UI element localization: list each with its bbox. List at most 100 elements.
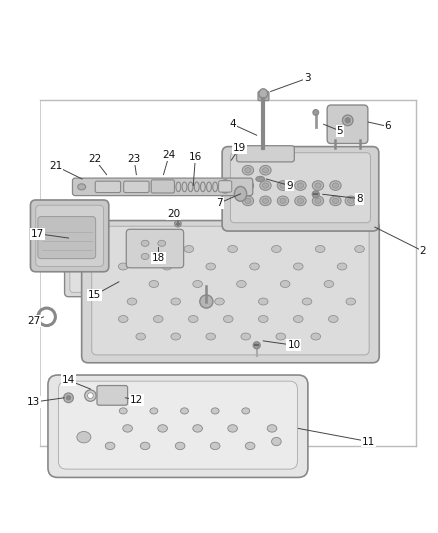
Ellipse shape [311,181,323,190]
Ellipse shape [271,246,281,253]
Ellipse shape [345,298,355,305]
Ellipse shape [258,89,267,99]
Text: 3: 3 [303,74,310,83]
Ellipse shape [267,425,276,432]
FancyBboxPatch shape [92,226,368,355]
Ellipse shape [140,442,150,450]
Ellipse shape [174,220,181,227]
Ellipse shape [314,183,320,188]
Text: 24: 24 [162,150,175,160]
Ellipse shape [244,198,251,204]
Ellipse shape [259,181,271,190]
FancyBboxPatch shape [30,200,109,272]
Ellipse shape [344,196,356,206]
Ellipse shape [279,183,286,188]
Ellipse shape [214,298,224,305]
Ellipse shape [192,280,202,287]
Ellipse shape [344,117,350,123]
Ellipse shape [87,393,93,399]
Text: 23: 23 [127,154,141,164]
Ellipse shape [244,183,251,188]
Ellipse shape [119,408,127,414]
Text: 17: 17 [31,229,44,239]
Ellipse shape [205,333,215,340]
Ellipse shape [170,333,180,340]
Ellipse shape [211,408,219,414]
Text: 9: 9 [286,181,292,190]
Ellipse shape [293,316,302,322]
FancyBboxPatch shape [126,229,183,268]
Text: 7: 7 [215,198,223,208]
Ellipse shape [240,333,250,340]
Text: 2: 2 [419,246,425,256]
Text: 18: 18 [151,253,165,263]
Ellipse shape [277,196,288,206]
Ellipse shape [323,280,333,287]
Ellipse shape [255,176,264,182]
Ellipse shape [150,408,157,414]
Ellipse shape [66,395,71,400]
Ellipse shape [85,390,96,401]
Ellipse shape [262,198,268,204]
Ellipse shape [234,187,246,201]
Ellipse shape [170,298,180,305]
Ellipse shape [219,180,230,193]
Ellipse shape [88,278,97,285]
Ellipse shape [199,295,212,308]
Ellipse shape [280,280,289,287]
Ellipse shape [77,432,91,443]
FancyBboxPatch shape [236,146,293,162]
Text: 15: 15 [88,290,101,300]
Ellipse shape [64,393,73,402]
Text: 12: 12 [130,395,143,405]
Ellipse shape [258,316,268,322]
Ellipse shape [180,408,188,414]
Ellipse shape [262,167,268,173]
Ellipse shape [354,246,364,253]
FancyBboxPatch shape [95,181,120,192]
Ellipse shape [245,442,254,450]
Text: 8: 8 [355,193,362,204]
Ellipse shape [301,298,311,305]
Ellipse shape [347,198,353,204]
Ellipse shape [227,246,237,253]
Ellipse shape [276,333,285,340]
Text: 22: 22 [88,154,101,164]
Ellipse shape [112,262,121,269]
FancyBboxPatch shape [258,92,268,101]
Ellipse shape [136,333,145,340]
Ellipse shape [123,425,132,432]
Ellipse shape [294,196,305,206]
Ellipse shape [244,167,251,173]
FancyBboxPatch shape [97,385,127,405]
FancyBboxPatch shape [72,178,252,196]
FancyBboxPatch shape [124,181,149,192]
Ellipse shape [297,198,303,204]
Ellipse shape [277,181,288,190]
Ellipse shape [297,183,303,188]
FancyBboxPatch shape [38,216,95,259]
Ellipse shape [259,196,271,206]
Ellipse shape [312,110,318,115]
FancyBboxPatch shape [35,205,103,266]
FancyBboxPatch shape [326,105,367,143]
FancyBboxPatch shape [64,247,149,297]
Ellipse shape [210,442,219,450]
Ellipse shape [249,263,259,270]
Ellipse shape [157,425,167,432]
Text: 11: 11 [361,437,374,447]
Text: 14: 14 [62,375,75,385]
Text: 4: 4 [229,119,235,130]
Ellipse shape [329,196,340,206]
Text: 6: 6 [384,122,390,132]
Ellipse shape [112,278,121,285]
FancyBboxPatch shape [218,181,231,192]
Ellipse shape [184,246,193,253]
Ellipse shape [175,442,184,450]
Ellipse shape [310,333,320,340]
FancyBboxPatch shape [230,153,370,223]
Ellipse shape [336,263,346,270]
Ellipse shape [259,165,271,175]
Ellipse shape [253,342,260,349]
Text: 13: 13 [27,397,40,407]
